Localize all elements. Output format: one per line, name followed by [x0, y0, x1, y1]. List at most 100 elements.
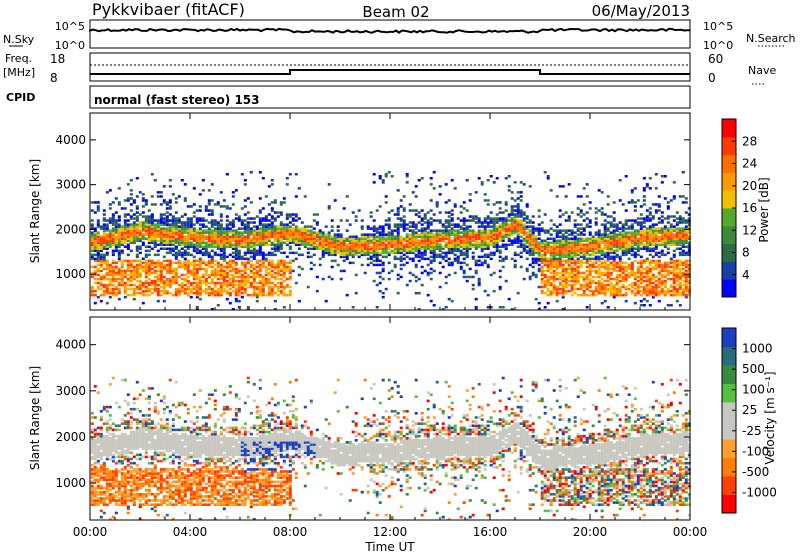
range-gate-cell — [522, 225, 526, 228]
range-gate-cell — [405, 241, 409, 244]
range-gate-cell — [288, 229, 292, 232]
range-gate-cell — [354, 273, 358, 277]
range-gate-cell — [570, 259, 574, 263]
range-gate-cell — [537, 223, 541, 226]
range-gate-cell — [330, 249, 334, 253]
range-gate-cell — [204, 225, 208, 228]
range-gate-cell — [261, 259, 265, 263]
range-gate-cell — [555, 285, 559, 289]
range-gate-cell — [225, 291, 229, 295]
range-gate-cell — [549, 267, 553, 271]
range-gate-cell — [282, 237, 286, 240]
range-gate-cell — [90, 293, 94, 297]
range-gate-cell — [201, 239, 205, 242]
range-gate-cell — [648, 277, 652, 281]
range-gate-cell — [216, 277, 220, 281]
range-gate-cell — [150, 233, 154, 236]
range-gate-cell — [588, 239, 592, 242]
range-gate-cell — [678, 217, 682, 220]
range-gate-cell — [588, 233, 592, 236]
range-gate-cell — [243, 281, 247, 285]
range-gate-cell — [657, 227, 661, 230]
range-gate-cell — [555, 257, 559, 261]
range-gate-cell — [588, 247, 592, 250]
range-gate-cell — [543, 229, 547, 232]
range-gate-cell — [609, 285, 613, 289]
range-gate-cell — [618, 233, 622, 236]
range-gate-cell — [336, 235, 340, 238]
range-gate-cell — [159, 275, 163, 279]
range-gate-cell — [624, 251, 628, 255]
range-gate-cell — [165, 233, 169, 236]
range-gate-cell — [600, 263, 604, 267]
range-gate-cell — [459, 227, 463, 230]
range-gate-cell — [294, 229, 298, 232]
range-gate-cell — [192, 265, 196, 269]
range-gate-cell — [267, 263, 271, 267]
range-gate-cell — [174, 211, 178, 214]
range-gate-cell — [177, 253, 181, 257]
range-gate-cell — [216, 304, 220, 307]
range-gate-cell — [246, 267, 250, 271]
range-gate-cell — [162, 281, 166, 285]
range-gate-cell — [219, 273, 223, 277]
range-gate-cell — [429, 271, 433, 275]
range-gate-cell — [192, 277, 196, 281]
range-gate-cell — [303, 227, 307, 230]
range-gate-cell — [144, 281, 148, 285]
range-gate-cell — [606, 263, 610, 267]
range-gate-cell — [123, 241, 127, 244]
range-gate-cell — [192, 187, 196, 190]
range-gate-cell — [273, 237, 277, 240]
range-gate-cell — [231, 195, 235, 198]
range-gate-cell — [267, 281, 271, 285]
range-gate-cell — [399, 223, 403, 226]
range-gate-cell — [657, 235, 661, 238]
range-gate-cell — [600, 285, 604, 289]
range-gate-cell — [186, 261, 190, 265]
range-gate-cell — [570, 233, 574, 236]
range-gate-cell — [168, 199, 172, 202]
range-gate-cell — [93, 269, 97, 273]
range-gate-cell — [228, 277, 232, 281]
range-gate-cell — [288, 251, 292, 255]
range-gate-cell — [192, 287, 196, 291]
range-gate-cell — [489, 231, 493, 234]
range-gate-cell — [561, 241, 565, 244]
range-gate-cell — [138, 273, 142, 277]
range-gate-cell — [642, 187, 646, 190]
range-gate-cell — [198, 239, 202, 242]
range-gate-cell — [216, 247, 220, 250]
range-gate-cell — [531, 265, 535, 269]
range-gate-cell — [246, 227, 250, 230]
range-gate-cell — [606, 233, 610, 236]
range-gate-cell — [435, 245, 439, 248]
range-gate-cell — [279, 281, 283, 285]
range-gate-cell — [537, 249, 541, 253]
range-gate-cell — [174, 219, 178, 222]
range-gate-cell — [486, 223, 490, 226]
range-gate-cell — [603, 245, 607, 248]
range-gate-cell — [294, 281, 298, 285]
range-gate-cell — [96, 221, 100, 224]
range-gate-cell — [276, 267, 280, 271]
range-gate-cell — [147, 253, 151, 257]
range-gate-cell — [141, 193, 145, 196]
range-gate-cell — [660, 219, 664, 222]
range-gate-cell — [222, 253, 226, 257]
range-gate-cell — [339, 239, 343, 242]
range-gate-cell — [552, 257, 556, 261]
range-gate-cell — [477, 219, 481, 222]
range-gate-cell — [492, 235, 496, 238]
range-gate-cell — [264, 215, 268, 218]
range-gate-cell — [651, 289, 655, 293]
range-gate-cell — [549, 219, 553, 222]
range-gate-cell — [141, 215, 145, 218]
range-gate-cell — [324, 243, 328, 246]
range-gate-cell — [270, 289, 274, 293]
range-gate-cell — [588, 271, 592, 275]
range-gate-cell — [423, 229, 427, 232]
range-gate-cell — [210, 223, 214, 226]
range-gate-cell — [522, 239, 526, 242]
range-gate-cell — [666, 207, 670, 210]
